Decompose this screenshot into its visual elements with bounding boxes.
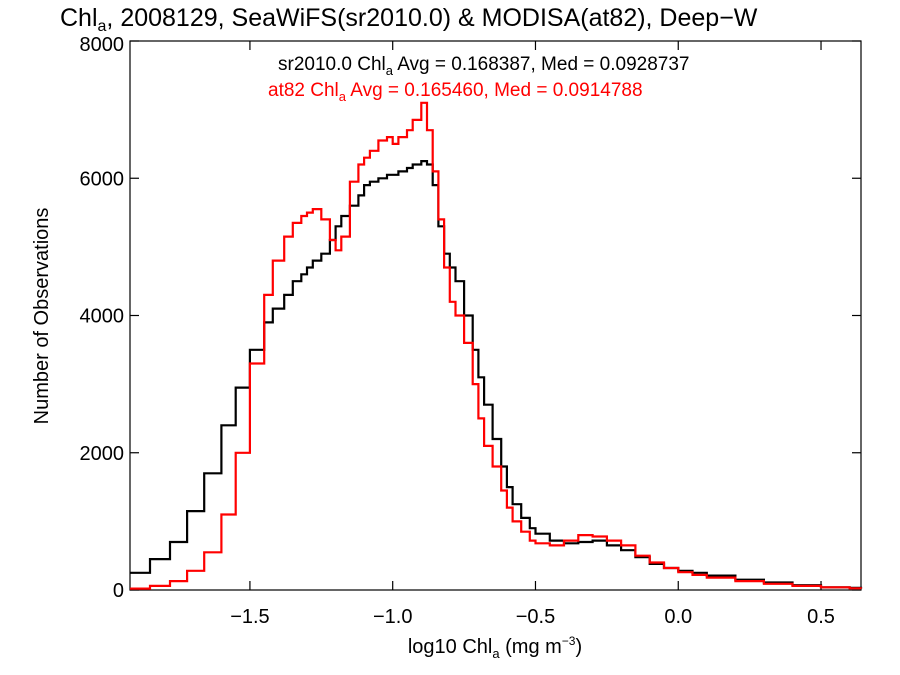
chart-title: Chla, 2008129, SeaWiFS(sr2010.0) & MODIS… <box>60 4 758 35</box>
series-line-sr2010-0 <box>130 160 863 589</box>
y-axis: 0 2000 4000 6000 8000 <box>80 34 861 602</box>
y-tick-label: 0 <box>113 580 124 602</box>
series-group <box>130 101 863 590</box>
x-tick-label: −1.0 <box>373 606 412 628</box>
legend-at82: at82 Chla Avg = 0.165460, Med = 0.091478… <box>268 80 643 104</box>
x-tick-label: −1.5 <box>230 606 269 628</box>
y-tick-label: 8000 <box>80 34 125 56</box>
y-tick-label: 4000 <box>80 306 125 328</box>
x-tick-label: −0.5 <box>516 606 555 628</box>
x-axis: −1.5 −1.0 −0.5 0.0 0.5 <box>230 41 835 628</box>
x-tick-label: 0.5 <box>807 606 835 628</box>
x-axis-label: log10 Chla (mg m−3) <box>408 634 582 661</box>
y-tick-label: 6000 <box>80 168 125 190</box>
y-tick-label: 2000 <box>80 443 125 465</box>
plot-frame <box>129 40 862 591</box>
series-line-at82 <box>130 101 863 590</box>
legend: sr2010.0 Chla Avg = 0.168387, Med = 0.09… <box>268 54 689 104</box>
x-tick-label: 0.0 <box>664 606 692 628</box>
legend-sr2010: sr2010.0 Chla Avg = 0.168387, Med = 0.09… <box>278 54 689 78</box>
y-axis-label: Number of Observations <box>31 208 53 425</box>
